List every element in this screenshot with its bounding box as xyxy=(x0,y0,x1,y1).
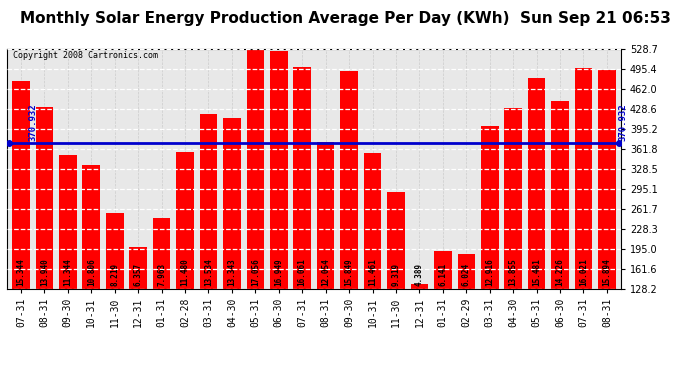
Bar xyxy=(36,106,53,366)
Bar xyxy=(270,51,288,366)
Text: 15.894: 15.894 xyxy=(602,258,611,286)
Text: 370.932: 370.932 xyxy=(619,104,628,141)
Text: 6.024: 6.024 xyxy=(462,262,471,286)
Text: 16.061: 16.061 xyxy=(297,258,307,286)
Text: 12.916: 12.916 xyxy=(485,258,494,286)
Text: 8.219: 8.219 xyxy=(110,262,119,286)
Text: 17.056: 17.056 xyxy=(251,258,260,286)
Bar xyxy=(457,254,475,366)
Text: 370.932: 370.932 xyxy=(28,104,37,141)
Bar xyxy=(481,126,499,366)
Bar xyxy=(223,118,241,366)
Bar xyxy=(293,67,311,366)
Text: 10.806: 10.806 xyxy=(87,258,96,286)
Text: 11.344: 11.344 xyxy=(63,258,72,286)
Bar xyxy=(106,213,124,366)
Bar xyxy=(83,165,100,366)
Text: 7.963: 7.963 xyxy=(157,262,166,286)
Text: 6.141: 6.141 xyxy=(438,262,447,286)
Bar xyxy=(434,252,452,366)
Text: 9.319: 9.319 xyxy=(391,262,400,286)
Text: 13.940: 13.940 xyxy=(40,258,49,286)
Bar xyxy=(59,155,77,366)
Bar xyxy=(575,68,592,366)
Bar xyxy=(364,153,382,366)
Text: Monthly Solar Energy Production Average Per Day (KWh)  Sun Sep 21 06:53: Monthly Solar Energy Production Average … xyxy=(19,11,671,26)
Text: 11.480: 11.480 xyxy=(181,258,190,286)
Bar xyxy=(598,70,615,366)
Bar xyxy=(528,78,545,366)
Text: 12.054: 12.054 xyxy=(321,258,331,286)
Text: Copyright 2008 Cartronics.com: Copyright 2008 Cartronics.com xyxy=(13,51,158,60)
Bar xyxy=(411,284,428,366)
Text: 6.357: 6.357 xyxy=(134,262,143,286)
Text: 14.226: 14.226 xyxy=(555,258,564,286)
Text: 4.389: 4.389 xyxy=(415,262,424,286)
Text: 11.461: 11.461 xyxy=(368,258,377,286)
Text: 16.021: 16.021 xyxy=(579,258,588,286)
Bar xyxy=(176,152,194,366)
Text: 15.344: 15.344 xyxy=(17,258,26,286)
Text: 15.849: 15.849 xyxy=(344,258,353,286)
Bar xyxy=(12,81,30,366)
Text: 13.855: 13.855 xyxy=(509,258,518,286)
Text: 15.481: 15.481 xyxy=(532,258,541,286)
Bar xyxy=(129,248,147,366)
Text: 13.534: 13.534 xyxy=(204,258,213,286)
Bar xyxy=(340,71,358,366)
Bar xyxy=(152,217,170,366)
Bar xyxy=(387,192,405,366)
Bar xyxy=(246,49,264,366)
Bar xyxy=(551,101,569,366)
Bar xyxy=(504,108,522,366)
Text: 16.949: 16.949 xyxy=(275,258,284,286)
Text: 13.343: 13.343 xyxy=(228,258,237,286)
Bar xyxy=(199,114,217,366)
Bar xyxy=(317,142,335,366)
